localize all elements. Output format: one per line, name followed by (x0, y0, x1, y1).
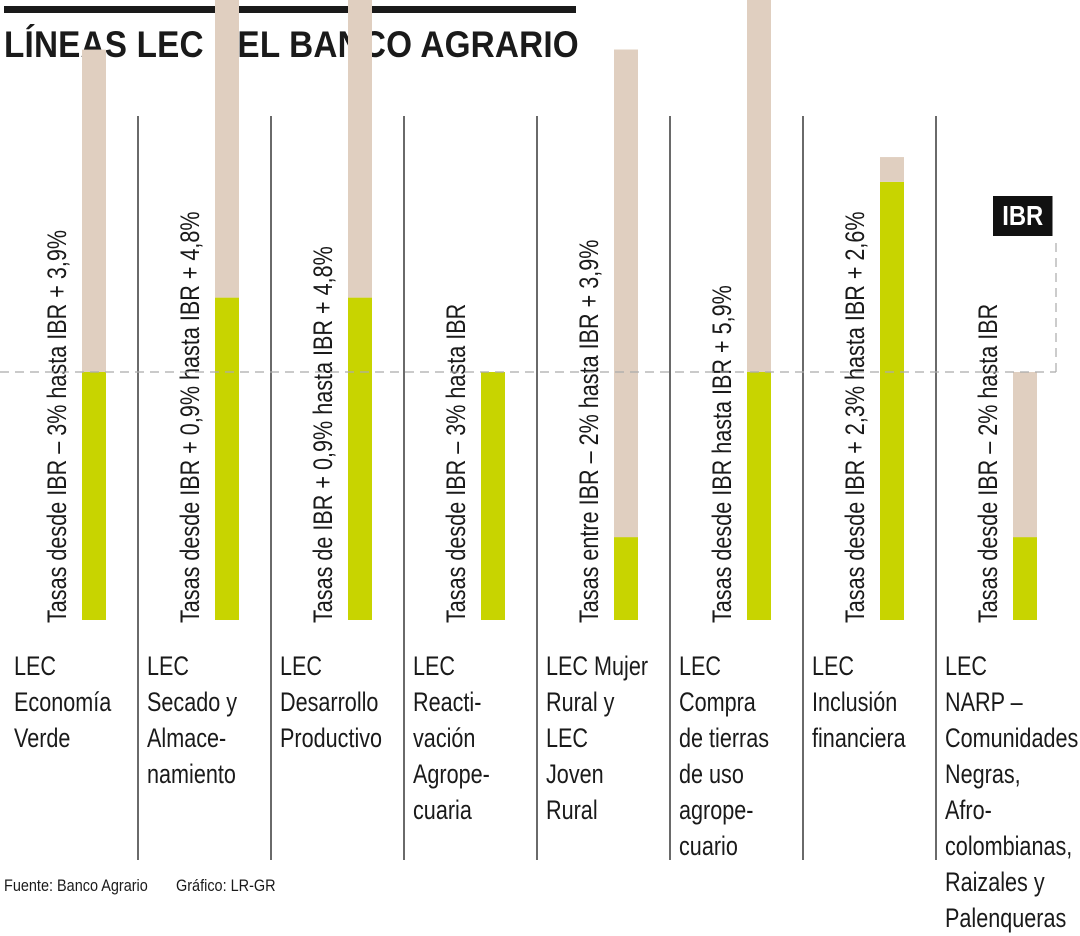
category-label: LEC Compra de tierras de uso agrope- cua… (679, 651, 770, 861)
category-label: LEC Reacti- vación Agrope- cuaria (413, 651, 490, 825)
rate-label: Tasas desde IBR + 2,3% hasta IBR + 2,6% (841, 211, 871, 623)
bar-base (481, 372, 505, 620)
chart-svg: Tasas desde IBR – 3% hasta IBR + 3,9% Tas… (0, 0, 1057, 860)
bar-base (215, 297, 239, 620)
rate-label: Tasas entre IBR – 2% hasta IBR + 3,9% (575, 240, 605, 623)
footer-source: Fuente: Banco Agrario (4, 876, 148, 895)
footer-credit: Gráfico: LR-GR (176, 876, 276, 895)
category-label: LEC Secado y Almace- namiento (147, 651, 238, 789)
bar-range (880, 157, 904, 182)
bar-base (82, 372, 106, 620)
rate-label: Tasas de IBR + 0,9% hasta IBR + 4,8% (309, 246, 339, 623)
bar-range-below-ibr (1013, 372, 1037, 538)
top-rule (4, 6, 576, 13)
bar-base-lower (614, 537, 638, 620)
category-label: LEC Mujer Rural y LEC Joven Rural (546, 651, 649, 825)
ibr-reference-badge: IBR (993, 196, 1053, 236)
category-label: LEC Inclusión financiera (812, 651, 906, 753)
bar-range-above-ibr (82, 49, 106, 372)
bar-base (880, 181, 904, 620)
rate-label: Tasas desde IBR – 3% hasta IBR (442, 304, 472, 623)
bar-range-full (614, 49, 638, 538)
rate-label: Tasas desde IBR + 0,9% hasta IBR + 4,8% (176, 211, 206, 623)
bar-base (348, 297, 372, 620)
bar-range (747, 0, 771, 373)
rate-label: Tasas desde IBR – 2% hasta IBR (974, 304, 1004, 623)
bar-range (348, 0, 372, 298)
rate-label: Tasas desde IBR – 3% hasta IBR + 3,9% (43, 230, 73, 623)
category-label: LEC Economía Verde (14, 651, 112, 753)
rate-label: Tasas desde IBR hasta IBR + 5,9% (708, 285, 738, 623)
bar-range (215, 0, 239, 298)
bar-base (747, 372, 771, 620)
category-label: LEC NARP – Comunidades Negras, Afro- col… (945, 651, 1079, 933)
bar-base-lower (1013, 537, 1037, 620)
category-label: LEC Desarrollo Productivo (280, 651, 383, 753)
